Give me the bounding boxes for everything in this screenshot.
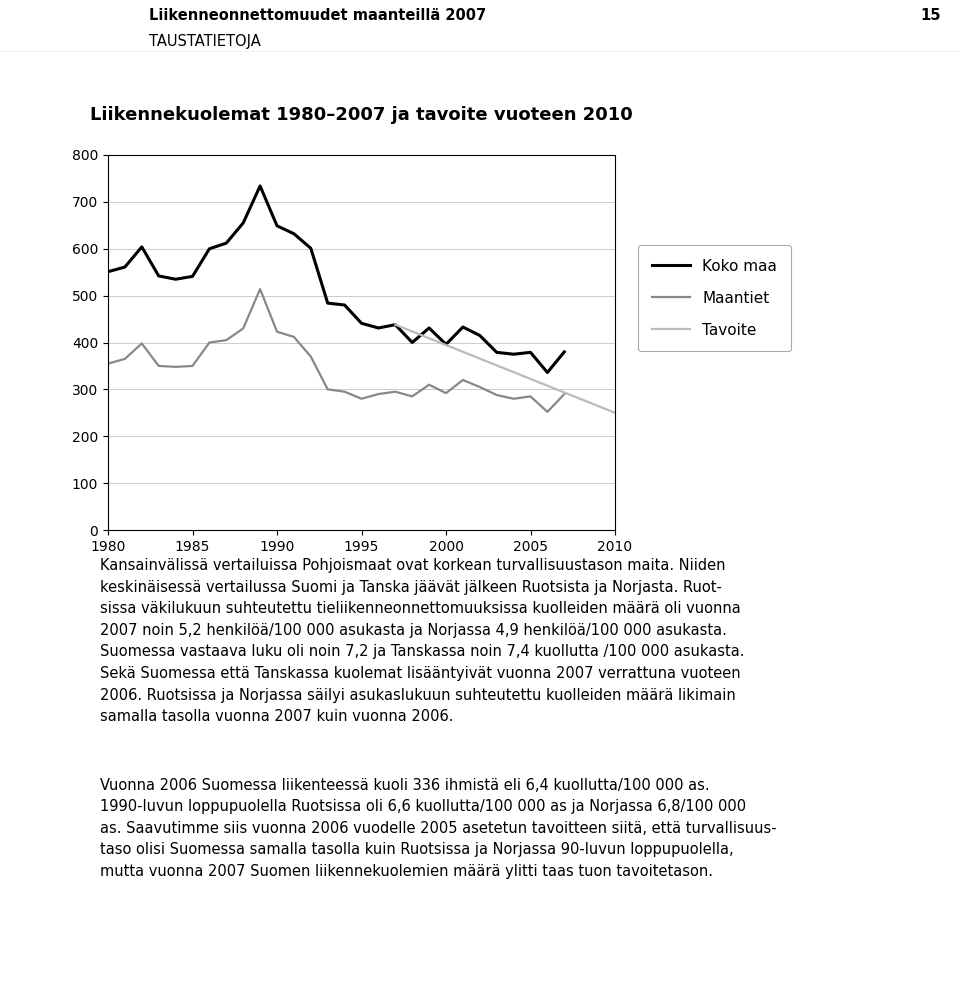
Maantiet — [508, 393, 519, 405]
Koko maa — [254, 180, 266, 191]
Maantiet — [237, 322, 249, 334]
Koko maa — [322, 298, 333, 309]
Maantiet — [541, 406, 553, 417]
Text: Liikenneonnettomuudet maanteillä 2007: Liikenneonnettomuudet maanteillä 2007 — [149, 8, 486, 23]
Koko maa — [441, 339, 452, 351]
Maantiet — [136, 338, 148, 350]
Maantiet — [170, 361, 181, 373]
Koko maa — [136, 241, 148, 252]
Maantiet — [339, 386, 350, 398]
Text: TAUSTATIETOJA: TAUSTATIETOJA — [149, 33, 260, 49]
Maantiet — [322, 384, 333, 396]
Koko maa — [390, 319, 401, 331]
Koko maa — [305, 243, 317, 254]
Text: 15: 15 — [921, 8, 941, 23]
Maantiet — [406, 391, 418, 403]
Koko maa — [356, 317, 368, 329]
Maantiet — [390, 386, 401, 398]
Koko maa — [508, 349, 519, 360]
Koko maa — [237, 217, 249, 229]
Maantiet — [423, 379, 435, 391]
Tavoite — [390, 319, 401, 331]
Maantiet — [119, 353, 131, 364]
Line: Maantiet: Maantiet — [108, 289, 564, 411]
Legend: Koko maa, Maantiet, Tavoite: Koko maa, Maantiet, Tavoite — [637, 246, 791, 352]
Maantiet — [153, 360, 164, 372]
Maantiet — [372, 388, 384, 400]
Maantiet — [254, 283, 266, 295]
Maantiet — [305, 351, 317, 362]
Maantiet — [525, 391, 537, 403]
Koko maa — [204, 243, 215, 254]
Koko maa — [559, 346, 570, 357]
Koko maa — [187, 270, 199, 282]
Maantiet — [356, 393, 368, 405]
Koko maa — [170, 273, 181, 285]
Koko maa — [339, 300, 350, 311]
Koko maa — [525, 347, 537, 358]
Koko maa — [491, 347, 502, 358]
Koko maa — [423, 322, 435, 334]
Text: Liikennekuolemat 1980–2007 ja tavoite vuoteen 2010: Liikennekuolemat 1980–2007 ja tavoite vu… — [90, 106, 633, 124]
Koko maa — [541, 366, 553, 378]
Koko maa — [474, 330, 486, 342]
Koko maa — [288, 228, 300, 240]
Maantiet — [288, 331, 300, 343]
Koko maa — [119, 261, 131, 273]
Koko maa — [153, 270, 164, 282]
Maantiet — [491, 389, 502, 401]
Koko maa — [102, 266, 114, 278]
Line: Koko maa: Koko maa — [108, 186, 564, 372]
Tavoite — [610, 407, 621, 418]
Koko maa — [272, 220, 283, 232]
Maantiet — [474, 381, 486, 393]
Text: Kansainvälissä vertailuissa Pohjoismaat ovat korkean turvallisuustason maita. Ni: Kansainvälissä vertailuissa Pohjoismaat … — [100, 558, 745, 724]
Maantiet — [204, 337, 215, 349]
Maantiet — [221, 334, 232, 346]
Maantiet — [559, 388, 570, 400]
Text: Vuonna 2006 Suomessa liikenteessä kuoli 336 ihmistä eli 6,4 kuollutta/100 000 as: Vuonna 2006 Suomessa liikenteessä kuoli … — [100, 778, 777, 879]
Koko maa — [457, 321, 468, 333]
Koko maa — [221, 238, 232, 249]
Koko maa — [406, 337, 418, 349]
Maantiet — [457, 374, 468, 386]
Maantiet — [272, 326, 283, 338]
Maantiet — [441, 387, 452, 399]
Maantiet — [102, 357, 114, 369]
Maantiet — [187, 360, 199, 372]
Line: Tavoite: Tavoite — [396, 325, 615, 412]
Koko maa — [372, 322, 384, 334]
